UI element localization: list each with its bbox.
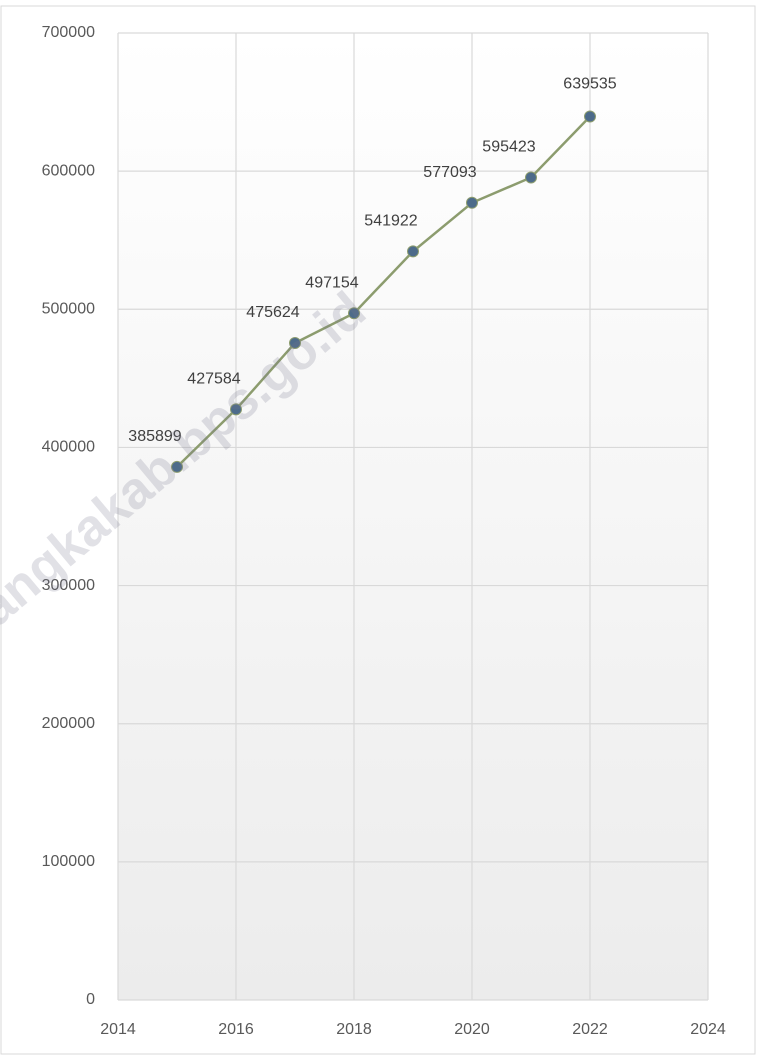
marker bbox=[584, 110, 596, 123]
x-tick-label: 2018 bbox=[336, 1021, 372, 1038]
data-label: 639535 bbox=[563, 76, 616, 93]
marker bbox=[171, 460, 183, 473]
marker bbox=[289, 336, 301, 349]
x-tick-label: 2016 bbox=[218, 1021, 254, 1038]
data-label: 595423 bbox=[482, 139, 535, 156]
data-label: 475624 bbox=[246, 304, 299, 321]
data-label: 385899 bbox=[128, 428, 181, 445]
y-tick-label: 500000 bbox=[42, 301, 95, 318]
x-tick-label: 2022 bbox=[572, 1021, 608, 1038]
data-label: 541922 bbox=[364, 213, 417, 230]
y-tick-label: 100000 bbox=[42, 853, 95, 870]
marker bbox=[348, 307, 360, 320]
marker bbox=[525, 171, 537, 184]
data-label: 497154 bbox=[305, 274, 358, 291]
line bbox=[176, 115, 591, 468]
y-tick-label: 600000 bbox=[42, 162, 95, 179]
data-label: 427584 bbox=[187, 371, 240, 388]
data-label: 577093 bbox=[423, 164, 476, 181]
marker bbox=[466, 196, 478, 209]
x-tick-label: 2020 bbox=[454, 1021, 490, 1038]
plot-area bbox=[118, 33, 708, 1000]
marker bbox=[407, 245, 419, 258]
marker bbox=[230, 403, 242, 416]
y-tick-label: 200000 bbox=[42, 715, 95, 732]
y-tick-label: 400000 bbox=[42, 439, 95, 456]
y-tick-label: 0 bbox=[86, 991, 95, 1008]
x-tick-label: 2014 bbox=[100, 1021, 136, 1038]
y-tick-label: 700000 bbox=[42, 24, 95, 41]
x-tick-label: 2024 bbox=[690, 1021, 726, 1038]
y-tick-label: 300000 bbox=[42, 577, 95, 594]
